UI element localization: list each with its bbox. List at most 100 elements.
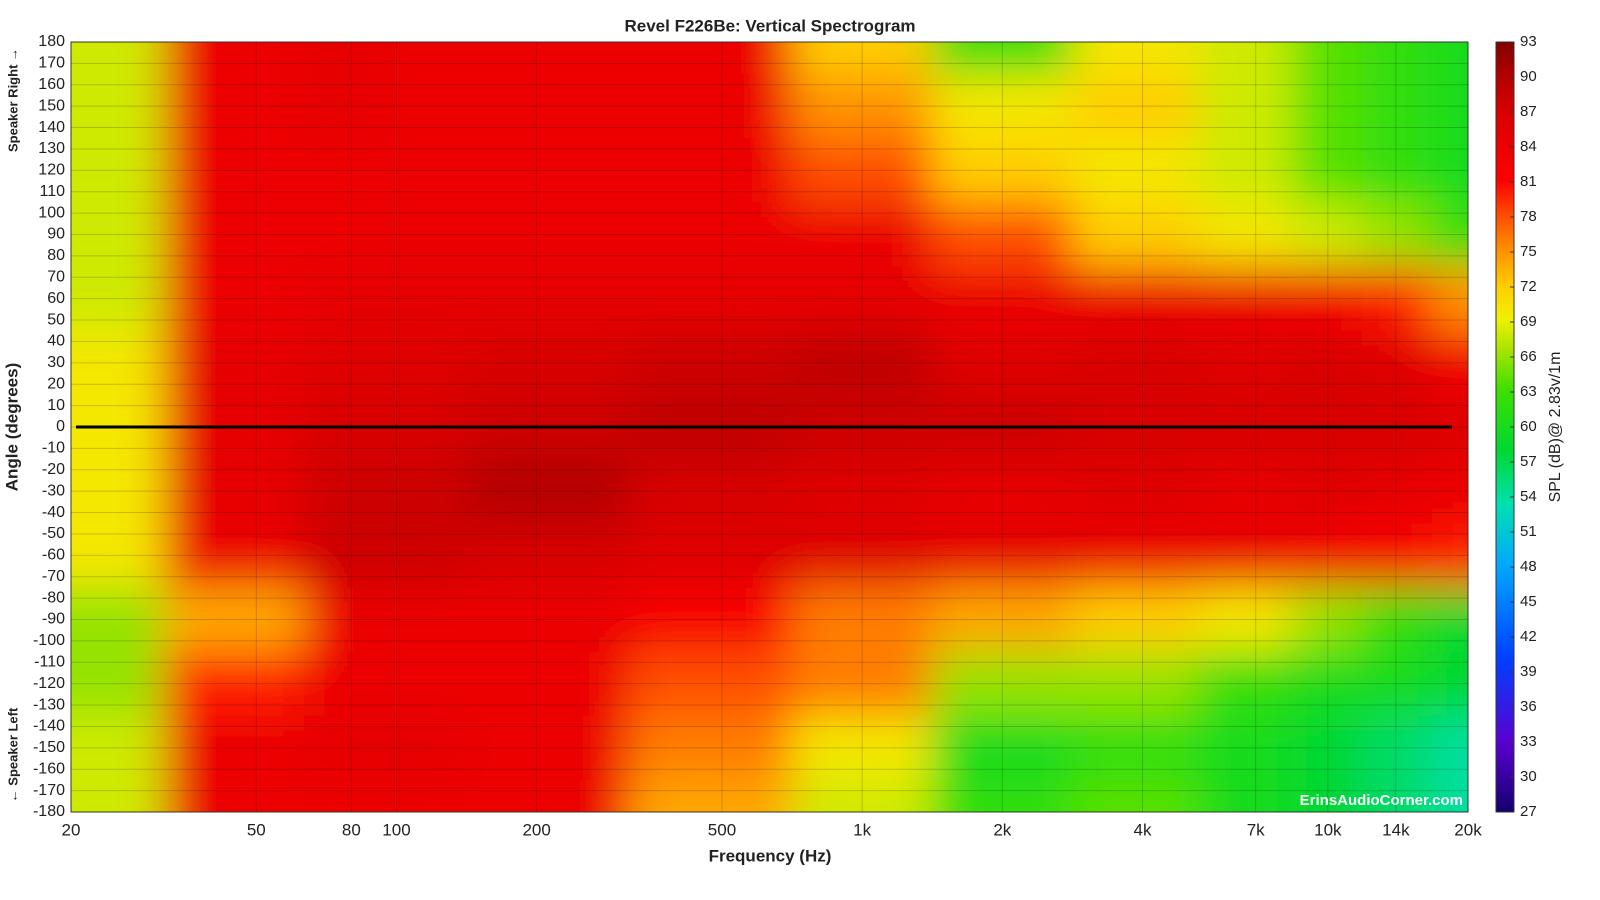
heat-cell: [932, 138, 1073, 203]
y-tick-label: 130: [38, 140, 65, 157]
heat-cell: [303, 523, 375, 588]
x-tick-label: 20k: [1454, 820, 1482, 839]
heat-cell: [303, 459, 375, 524]
colorbar-tick-label: 87: [1520, 103, 1537, 120]
colorbar-tick-label: 36: [1520, 698, 1537, 715]
heat-cell: [163, 266, 305, 332]
heat-cell: [1072, 74, 1200, 139]
heat-cell: [932, 266, 1073, 332]
heat-cell: [1291, 587, 1363, 653]
heat-cell: [1431, 330, 1468, 396]
y-tick-label: -70: [42, 568, 65, 585]
heat-cell: [466, 651, 630, 717]
heat-cell: [1431, 202, 1468, 268]
heat-cell: [1291, 138, 1363, 203]
x-tick-label: 20: [62, 820, 81, 839]
x-tick-label: 7k: [1247, 820, 1265, 839]
heat-cell: [1361, 715, 1433, 781]
heat-cell: [1072, 715, 1200, 781]
heat-cell: [1291, 202, 1363, 268]
y-tick-label: 80: [47, 247, 65, 264]
y-tick-label: 110: [39, 183, 65, 200]
heat-cell: [163, 587, 305, 653]
y-tick-label: 30: [47, 354, 65, 371]
heat-cell: [1199, 587, 1293, 653]
heat-cell: [629, 138, 793, 203]
heat-cell: [792, 266, 933, 332]
heat-cell: [629, 779, 793, 812]
y-tick-label: 170: [38, 55, 65, 72]
colorbar-tick-label: 63: [1520, 383, 1537, 400]
heat-cell: [932, 651, 1073, 717]
x-tick-label: 500: [708, 820, 736, 839]
heat-cell: [1291, 715, 1363, 781]
heat-cell: [71, 138, 165, 203]
heat-cell: [1291, 42, 1363, 75]
x-axis-label: Frequency (Hz): [709, 846, 832, 865]
heat-cell: [1072, 202, 1200, 268]
y-tick-label: -170: [33, 782, 65, 799]
heat-cell: [303, 266, 375, 332]
heat-cell: [163, 330, 305, 396]
y-tick-label: -30: [42, 482, 65, 499]
heat-cell: [466, 715, 630, 781]
colorbar-tick-label: 48: [1520, 558, 1537, 575]
heat-cell: [373, 42, 468, 75]
heat-cell: [303, 202, 375, 268]
heat-cell: [71, 523, 165, 588]
y-tick-label: -120: [33, 675, 65, 692]
heat-cell: [71, 651, 165, 717]
heat-cell: [1199, 651, 1293, 717]
y-tick-label: 100: [38, 204, 65, 221]
heat-cell: [932, 74, 1073, 139]
heat-cell: [466, 42, 630, 75]
heat-cell: [1431, 74, 1468, 139]
heat-cell: [1199, 330, 1293, 396]
heat-cell: [1431, 138, 1468, 203]
plot-frame: [70, 41, 1469, 813]
heat-cell: [71, 74, 165, 139]
heat-cell: [466, 74, 630, 139]
heat-cell: [303, 42, 375, 75]
heat-cell: [466, 202, 630, 268]
heat-cell: [1199, 74, 1293, 139]
y-tick-label: -80: [42, 589, 65, 606]
heat-cell: [373, 202, 468, 268]
x-tick-label: 14k: [1382, 820, 1410, 839]
heat-cell: [373, 330, 468, 396]
colorbar-tick-label: 84: [1520, 138, 1537, 155]
heat-cell: [629, 587, 793, 653]
heat-cell: [1361, 74, 1433, 139]
heat-cell: [466, 330, 630, 396]
colorbar-tick-label: 69: [1520, 313, 1537, 330]
heat-cell: [1361, 330, 1433, 396]
y-tick-label: -160: [33, 760, 65, 777]
heat-cell: [792, 74, 933, 139]
y-tick-label: -140: [33, 718, 65, 735]
heat-cell: [71, 587, 165, 653]
heat-cell: [71, 42, 165, 75]
y-tick-label: 20: [47, 375, 65, 392]
heat-cell: [373, 651, 468, 717]
heat-cell: [932, 330, 1073, 396]
heat-cell: [466, 587, 630, 653]
heat-cell: [163, 42, 305, 75]
y-tick-label: -180: [33, 803, 65, 820]
heatmap-cells: [71, 42, 1468, 812]
heat-cell: [1291, 459, 1363, 524]
y-tick-label: 180: [38, 33, 65, 50]
chart-title: Revel F226Be: Vertical Spectrogram: [624, 16, 915, 35]
heat-cell: [373, 459, 468, 524]
y-tick-label: 120: [38, 162, 65, 179]
heat-cell: [71, 330, 165, 396]
heat-cell: [629, 266, 793, 332]
y-tick-label: -150: [33, 739, 65, 756]
heat-cell: [1431, 42, 1468, 75]
heat-cell: [1431, 715, 1468, 781]
colorbar-tick-label: 42: [1520, 628, 1537, 645]
heat-cell: [792, 523, 933, 588]
heat-cell: [1072, 459, 1200, 524]
heat-cell: [1361, 587, 1433, 653]
heat-cell: [373, 74, 468, 139]
